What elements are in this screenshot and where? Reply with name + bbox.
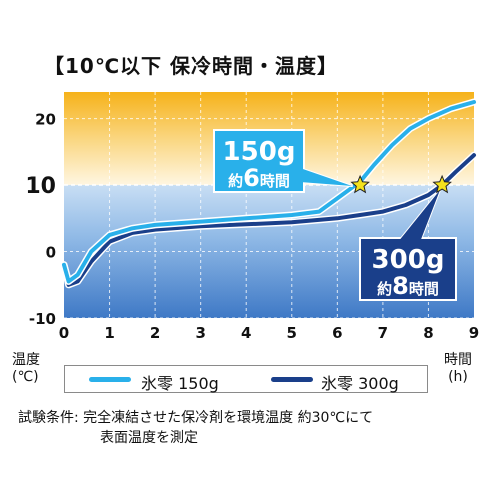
note-line-1: 試験条件: 完全凍結させた保冷剤を環境温度 約30℃にて: [18, 410, 374, 426]
callout-pointer-fill: [398, 190, 440, 242]
callout-time: 約8時間: [377, 272, 439, 300]
star-marker-300g: [432, 174, 452, 194]
legend-label-150g: 氷零 150g: [141, 374, 219, 393]
x-tick-label: 1: [104, 324, 114, 342]
series-300g-line: [62, 153, 476, 287]
x-axis-unit-symbol: (h): [448, 369, 468, 385]
star-marker-150g: [350, 174, 370, 194]
callout-box: [213, 129, 305, 193]
y-tick-label: 0: [46, 244, 56, 262]
callout-weight: 150g: [223, 137, 296, 167]
callout-time-value: 8: [392, 272, 409, 300]
y-tick-label: 20: [35, 111, 56, 129]
chart-title: 【10℃以下 保冷時間・温度】: [44, 54, 339, 78]
x-tick-label: 2: [150, 324, 160, 342]
legend-label-300g: 氷零 300g: [321, 374, 399, 393]
y-axis-unit: 温度 (℃): [12, 352, 40, 386]
series-150g-line: [62, 100, 476, 284]
callout-time-value: 6: [243, 164, 260, 192]
x-tick-label: 0: [59, 324, 69, 342]
note-line-2: 表面温度を測定: [100, 430, 198, 446]
callout-box: [359, 237, 457, 301]
x-tick-label: 9: [469, 324, 479, 342]
y-tick-label: -10: [29, 310, 56, 328]
callout-time-prefix: 約: [377, 280, 392, 298]
callout-time-suffix: 時間: [260, 172, 290, 190]
y-axis-unit-symbol: (℃): [12, 369, 39, 385]
x-axis-unit-label: 時間: [444, 352, 472, 368]
y-tick-label: 10: [25, 174, 56, 199]
legend-swatch-150g: [89, 377, 131, 382]
x-tick-label: 6: [332, 324, 342, 342]
x-tick-label: 3: [195, 324, 205, 342]
legend: 氷零 150g 氷零 300g: [64, 365, 428, 393]
callout-time-suffix: 時間: [409, 280, 439, 298]
y-axis-unit-label: 温度: [12, 352, 40, 368]
x-tick-label: 8: [423, 324, 433, 342]
callout-time: 約6時間: [228, 164, 290, 192]
callout-time-prefix: 約: [228, 172, 243, 190]
series-layer: [60, 98, 478, 289]
x-tick-label: 7: [378, 324, 388, 342]
legend-swatch-300g: [271, 377, 313, 382]
callout-pointer-fill: [300, 168, 352, 186]
test-conditions-note: 試験条件: 完全凍結させた保冷剤を環境温度 約30℃にて 表面温度を測定: [18, 408, 373, 448]
x-axis-unit: 時間 (h): [444, 352, 472, 386]
x-tick-label: 5: [287, 324, 297, 342]
x-tick-label: 4: [241, 324, 251, 342]
callout-weight: 300g: [372, 245, 445, 275]
